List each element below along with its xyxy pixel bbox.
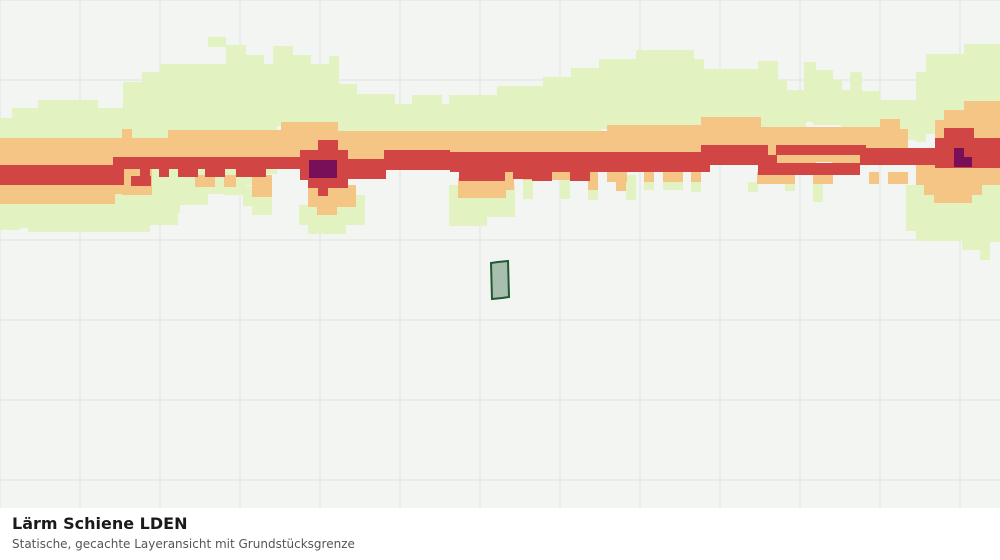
noise-zone-high	[758, 163, 860, 175]
noise-zone-high	[122, 157, 302, 169]
noise-zone-medium	[644, 170, 654, 182]
noise-zone-low	[691, 180, 701, 192]
noise-zone-low	[832, 80, 842, 125]
noise-band-4	[309, 148, 972, 178]
noise-zone-high	[0, 165, 124, 185]
noise-zone-low	[28, 200, 150, 232]
noise-band-1	[0, 37, 1000, 260]
noise-zone-low	[0, 200, 20, 230]
noise-zone-high	[532, 169, 552, 181]
layer-subtitle: Statische, gecachte Layeransicht mit Gru…	[12, 537, 355, 551]
noise-zone-medium	[0, 182, 115, 204]
noise-zone-high	[159, 167, 169, 177]
layer-title: Lärm Schiene LDEN	[12, 514, 188, 533]
noise-zone-high	[570, 169, 590, 181]
noise-zone-medium	[964, 101, 1000, 121]
noise-zone-low	[786, 90, 806, 135]
noise-zone-low	[523, 175, 533, 199]
noise-zone-medium	[588, 170, 598, 190]
noise-zone-low	[291, 55, 311, 135]
noise-zone-high	[767, 155, 777, 165]
noise-zone-low	[329, 56, 339, 156]
noise-zone-low	[497, 86, 545, 136]
noise-zone-high	[384, 150, 450, 170]
noise-zone-high	[972, 138, 1000, 168]
noise-zone-medium	[122, 129, 132, 169]
noise-zone-low	[758, 61, 778, 131]
noise-zone-high	[513, 169, 533, 179]
noise-zone-low	[571, 68, 601, 133]
noise-zone-medium	[934, 165, 972, 203]
parcel-boundary[interactable]	[489, 259, 511, 301]
noise-zone-medium	[0, 138, 125, 165]
noise-zone-low	[748, 182, 758, 192]
noise-zone-very-high	[309, 160, 337, 178]
noise-zone-medium	[224, 175, 236, 187]
noise-zone-medium	[970, 165, 982, 195]
noise-zone-high	[318, 178, 328, 196]
noise-zone-low	[208, 37, 226, 47]
noise-zone-medium	[980, 165, 1000, 185]
noise-zone-high	[131, 176, 151, 186]
noise-zone-high	[860, 148, 940, 165]
noise-zone-very-high	[954, 157, 972, 167]
noise-zone-low	[644, 175, 654, 190]
noise-zone-low	[393, 104, 413, 139]
noise-zone-low	[626, 175, 636, 200]
noise-zone-low	[980, 180, 1000, 242]
noise-map-canvas	[0, 0, 1000, 508]
layer-caption: Lärm Schiene LDEN Statische, gecachte La…	[0, 508, 1000, 560]
noise-zone-medium	[458, 178, 506, 198]
noise-zone-medium	[551, 170, 571, 180]
noise-zone-high	[205, 167, 225, 177]
noise-zone-low	[186, 190, 206, 205]
noise-zone-low	[841, 90, 851, 130]
noise-zone-low	[916, 72, 926, 142]
noise-zone-low	[663, 180, 683, 190]
noise-zone-low	[813, 70, 833, 125]
noise-zone-low	[599, 59, 639, 129]
noise-zone-low	[636, 50, 694, 130]
noise-zone-low	[850, 72, 862, 127]
noise-zone-high	[459, 171, 505, 181]
noise-zone-high	[113, 157, 123, 185]
map-view[interactable]	[0, 0, 1000, 508]
noise-zone-high	[178, 167, 198, 177]
noise-zone-low	[777, 80, 787, 135]
noise-zone-high	[701, 145, 768, 165]
noise-zone-medium	[888, 172, 908, 184]
noise-zone-high	[236, 167, 266, 177]
noise-zone-high	[140, 167, 150, 177]
noise-zone-medium	[504, 165, 514, 190]
noise-zone-low	[543, 77, 573, 137]
noise-zone-medium	[776, 155, 816, 165]
noise-zone-medium	[898, 129, 908, 159]
noise-zone-medium	[252, 175, 272, 197]
noise-zone-medium	[663, 170, 683, 182]
noise-zone-medium	[869, 172, 879, 184]
noise-zone-high	[318, 140, 338, 160]
noise-zone-medium	[616, 170, 626, 191]
noise-zone-medium	[691, 170, 701, 182]
noise-zone-medium	[195, 175, 215, 187]
noise-zone-low	[860, 91, 880, 131]
noise-zone-low	[813, 176, 823, 202]
noise-zone-low	[160, 185, 180, 213]
noise-zone-low	[273, 46, 293, 126]
noise-zone-low	[560, 175, 570, 199]
noise-zone-high	[776, 145, 866, 155]
noise-zone-high	[450, 152, 710, 172]
noise-zone-low	[412, 95, 442, 135]
noise-zone-medium	[832, 155, 862, 165]
noise-zone-high	[346, 159, 386, 179]
noise-zone-low	[980, 235, 990, 260]
